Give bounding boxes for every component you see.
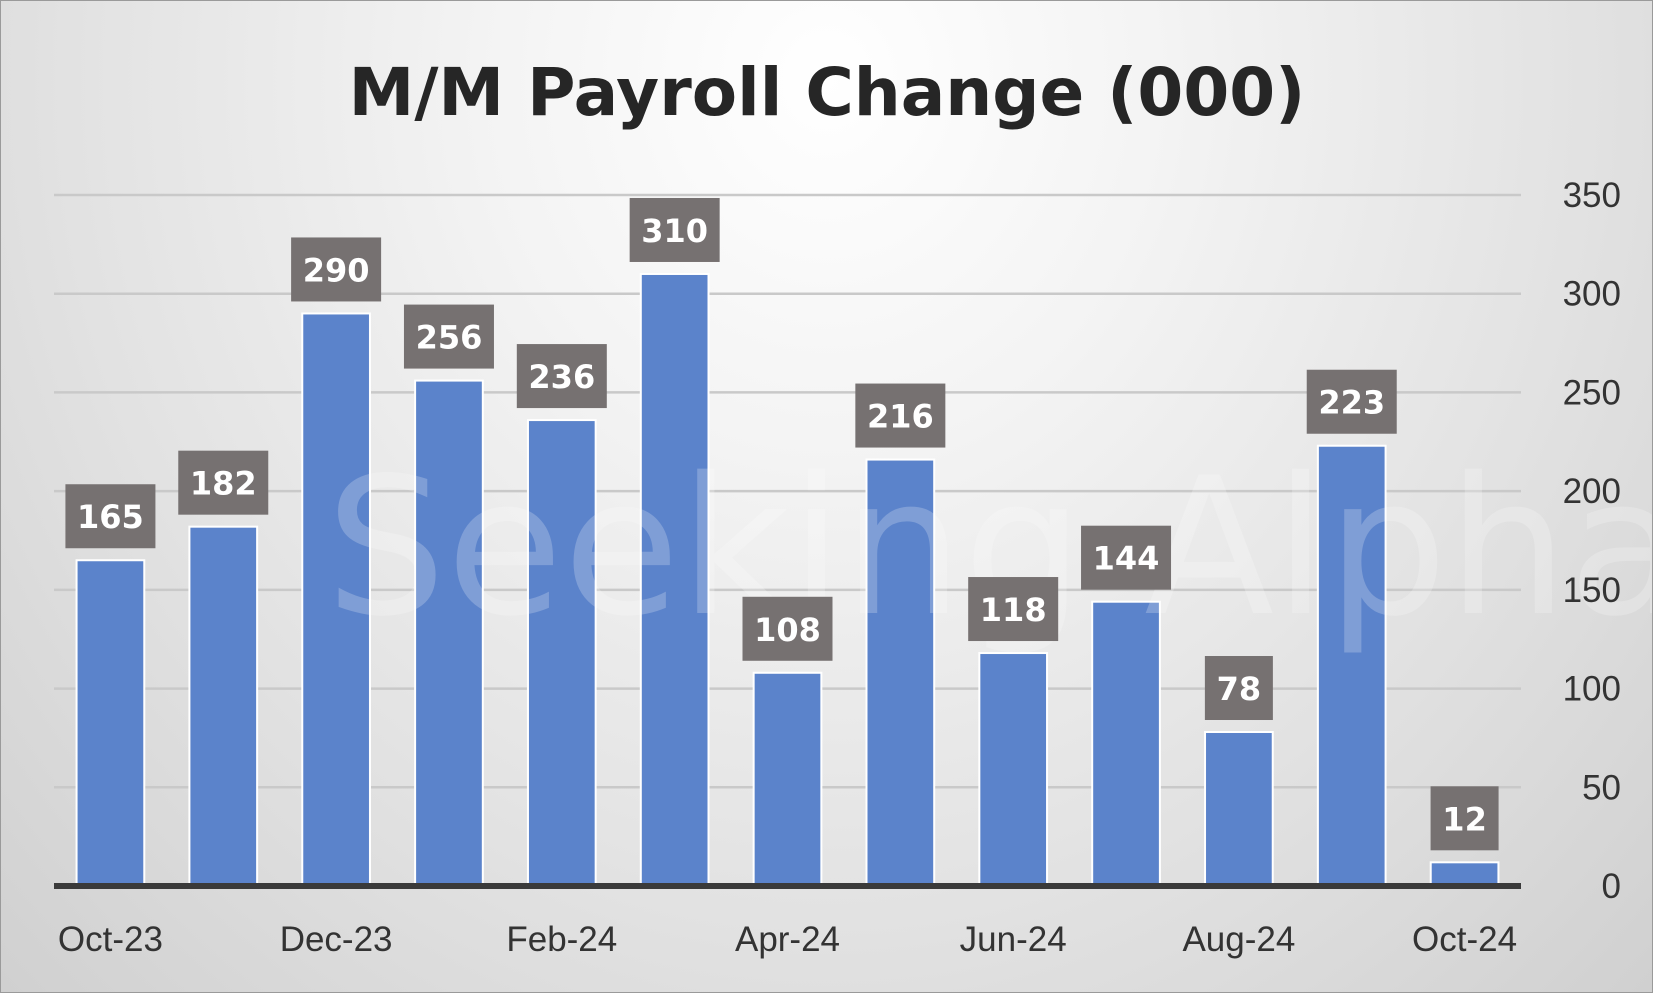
- data-label-box: [403, 304, 494, 369]
- data-label-box: [855, 383, 946, 448]
- bar-dec-23: [301, 312, 371, 887]
- data-label: 310: [641, 212, 708, 250]
- data-label: 144: [1093, 540, 1160, 578]
- data-label: 78: [1217, 670, 1262, 708]
- data-label: 223: [1318, 384, 1385, 422]
- data-label-box: [1204, 656, 1273, 721]
- bar-jun-24: [978, 652, 1049, 888]
- x-tick-label: Feb-24: [506, 920, 617, 959]
- data-label: 216: [867, 398, 934, 436]
- data-label: 12: [1442, 800, 1487, 838]
- data-label: 290: [303, 251, 370, 289]
- y-tick-label: 200: [1563, 472, 1621, 511]
- data-label-box: [968, 577, 1059, 642]
- data-label-box: [1306, 369, 1397, 434]
- y-tick-label: 350: [1563, 176, 1621, 215]
- bar-nov-23: [188, 525, 259, 887]
- data-label: 182: [190, 465, 257, 503]
- y-tick-label: 150: [1563, 571, 1621, 610]
- bar-may-24: [865, 458, 936, 887]
- bar-aug-24: [1204, 731, 1274, 888]
- data-label: 118: [980, 591, 1047, 629]
- bar-apr-24: [752, 671, 823, 888]
- x-tick-label: Apr-24: [735, 920, 840, 959]
- x-tick-label: Oct-23: [58, 920, 163, 959]
- data-labels: 165 182 290 256 236 310 108 216 118 144 78 223 12: [65, 197, 1499, 851]
- y-tick-label: 0: [1602, 867, 1621, 906]
- data-label-box: [178, 450, 269, 515]
- y-tick-label: 300: [1563, 275, 1621, 314]
- data-label-box: [629, 197, 720, 262]
- bar-feb-24: [526, 419, 597, 887]
- bar-oct-23: [75, 559, 146, 887]
- bar-oct-24: [1429, 861, 1500, 888]
- data-label-box: [742, 596, 833, 661]
- bar-jan-24: [414, 379, 484, 887]
- bar-jul-24: [1091, 600, 1161, 888]
- data-label: 165: [77, 498, 144, 536]
- y-tick-label: 100: [1563, 670, 1621, 709]
- data-label-box: [65, 484, 156, 549]
- x-tick-label: Oct-24: [1412, 920, 1517, 959]
- data-label: 108: [754, 611, 821, 649]
- bar-mar-24: [639, 272, 710, 887]
- chart-title: M/M Payroll Change (000): [349, 54, 1306, 131]
- bars: [75, 272, 1500, 888]
- data-label: 256: [416, 319, 483, 357]
- data-label-box: [1081, 525, 1172, 590]
- axes: 0 50 100 150 200 250 300 350 Oct-23 Dec-23 Feb-24 A…: [54, 176, 1621, 959]
- x-tick-label: Aug-24: [1182, 920, 1295, 959]
- y-tick-label: 50: [1582, 768, 1621, 807]
- data-label-box: [516, 344, 607, 409]
- data-label-box: [1430, 786, 1499, 851]
- bar-sep-24: [1316, 444, 1387, 887]
- data-label-box: [291, 237, 382, 302]
- x-tick-label: Dec-23: [280, 920, 393, 959]
- y-tick-label: 250: [1563, 373, 1621, 412]
- x-tick-label: Jun-24: [960, 920, 1067, 959]
- data-label: 236: [528, 358, 595, 396]
